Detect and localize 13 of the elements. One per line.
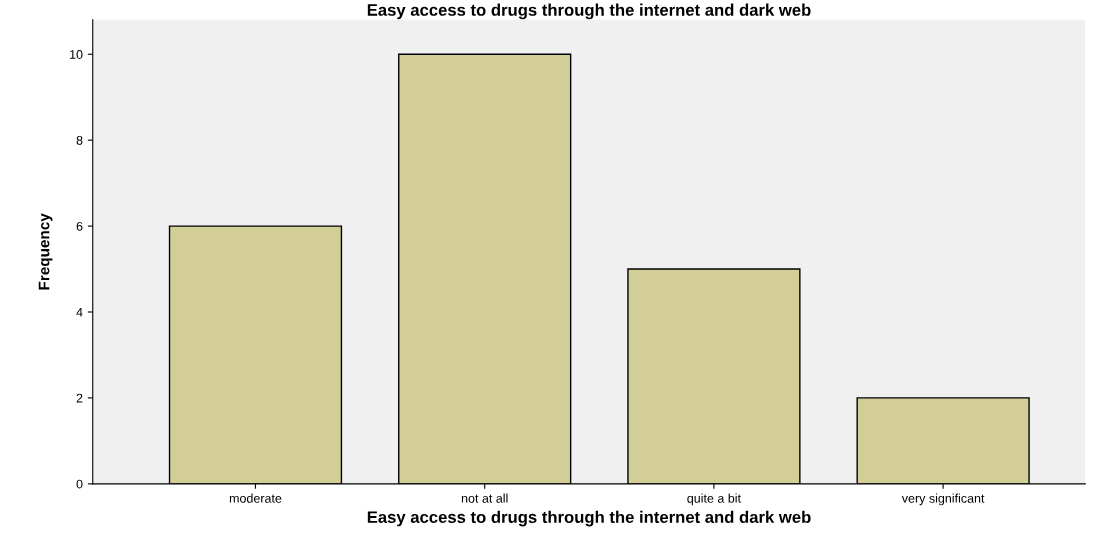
chart-title: Easy access to drugs through the internet and dark web <box>367 3 811 20</box>
y-tick-label: 10 <box>70 50 83 59</box>
y-tick-label: 0 <box>76 479 83 489</box>
y-tick-label: 8 <box>76 135 83 145</box>
y-tick-label: 6 <box>76 221 83 231</box>
y-tick-label: 2 <box>76 393 83 403</box>
x-tick-label: not at all <box>461 493 508 503</box>
x-tick-label: quite a bit <box>687 493 741 506</box>
x-tick-label: moderate <box>229 493 282 503</box>
y-tick-label: 4 <box>76 307 83 317</box>
y-axis-title: Frequency <box>38 213 53 290</box>
x-axis-title: Easy access to drugs through the internet and dark web <box>367 510 811 527</box>
x-tick-label: very significant <box>901 493 985 506</box>
